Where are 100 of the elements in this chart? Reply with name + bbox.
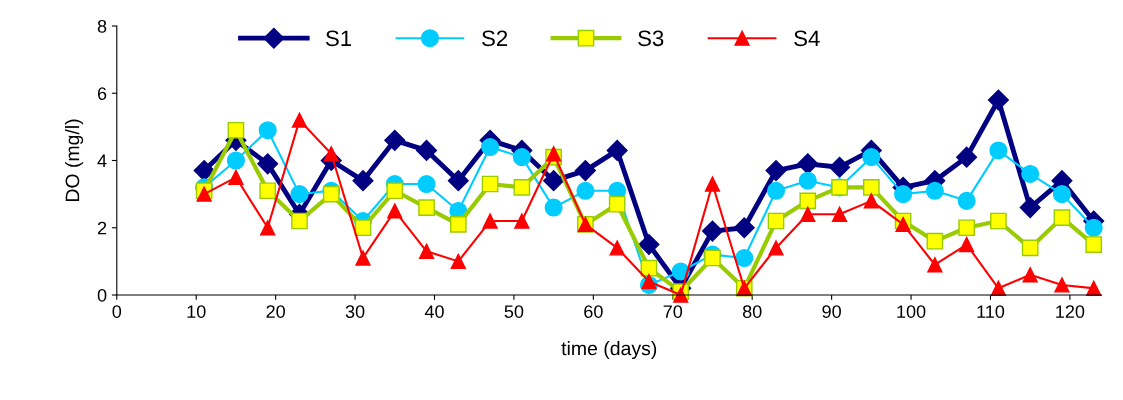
point (418, 243, 435, 259)
point (831, 206, 848, 222)
point (481, 175, 499, 193)
point (768, 240, 784, 256)
point (354, 219, 372, 237)
point (260, 220, 276, 236)
x-tick-label: 110 (977, 305, 1005, 318)
legend-label: S1 (325, 30, 352, 47)
point (895, 216, 911, 233)
point (765, 160, 787, 182)
x-tick-label: 80 (742, 305, 762, 318)
point (797, 153, 819, 175)
legend-label: S3 (638, 30, 664, 47)
point (512, 148, 531, 167)
point (482, 213, 498, 229)
point (355, 250, 371, 266)
x-tick-label: 70 (663, 305, 683, 318)
point (673, 287, 689, 303)
point (323, 146, 339, 162)
y-tick-label: 2 (97, 221, 107, 235)
point (862, 148, 881, 167)
point (387, 203, 403, 219)
x-tick-label: 60 (584, 305, 603, 318)
point (450, 253, 466, 270)
point (576, 181, 595, 200)
point (352, 170, 374, 192)
x-tick-label: 10 (187, 305, 206, 318)
point (291, 212, 308, 230)
point (291, 112, 308, 128)
point (574, 160, 596, 182)
point (544, 198, 563, 217)
point (418, 199, 435, 216)
point (257, 153, 279, 175)
y-tick-label: 0 (97, 288, 107, 302)
point (800, 206, 816, 222)
point (1053, 209, 1071, 226)
point (259, 182, 277, 200)
point (447, 170, 469, 192)
point (990, 212, 1007, 230)
x-tick-label: 0 (112, 305, 122, 318)
point (545, 146, 562, 162)
point (798, 171, 817, 190)
point (290, 185, 309, 204)
point (735, 248, 754, 268)
point (543, 170, 565, 192)
point (733, 217, 755, 239)
point (989, 141, 1008, 160)
legend-label: S2 (482, 30, 508, 47)
point (829, 156, 851, 178)
point (322, 185, 340, 203)
point (609, 240, 625, 256)
y-axis-title: DO (mg/l) (65, 119, 84, 202)
point (386, 182, 404, 200)
x-tick-label: 90 (822, 305, 841, 318)
point (608, 195, 626, 213)
point (1085, 236, 1103, 253)
point (227, 121, 245, 139)
point (927, 257, 943, 273)
legend-label: S4 (794, 30, 820, 47)
point (799, 192, 817, 210)
point (766, 181, 786, 200)
point (701, 220, 723, 242)
point (1021, 164, 1040, 183)
point (863, 193, 879, 209)
point (959, 236, 975, 253)
y-tick-label: 4 (97, 154, 107, 168)
x-tick-label: 30 (345, 305, 365, 318)
point (226, 151, 245, 170)
point (481, 138, 500, 157)
point (228, 169, 244, 185)
point (704, 249, 721, 267)
point (958, 219, 975, 237)
x-tick-label: 20 (266, 305, 285, 318)
point (638, 234, 660, 256)
point (862, 179, 880, 196)
point (416, 139, 438, 161)
point (196, 186, 212, 202)
point (1054, 277, 1070, 293)
y-tick-label: 8 (97, 19, 107, 33)
point (514, 213, 530, 229)
point (193, 160, 215, 182)
point (926, 232, 944, 250)
point (1019, 197, 1041, 219)
point (606, 139, 628, 161)
x-tick-label: 40 (424, 305, 444, 318)
point (957, 191, 976, 210)
point (641, 273, 657, 290)
point (987, 89, 1009, 111)
x-tick-label: 120 (1056, 305, 1085, 318)
point (513, 179, 531, 196)
point (384, 129, 406, 151)
point (1052, 185, 1071, 204)
point (1084, 218, 1103, 237)
x-axis-title: time (days) (561, 341, 657, 360)
point (704, 176, 721, 192)
point (417, 175, 436, 194)
point (894, 185, 913, 204)
point (956, 146, 978, 168)
point (449, 216, 467, 233)
point (1021, 239, 1039, 257)
